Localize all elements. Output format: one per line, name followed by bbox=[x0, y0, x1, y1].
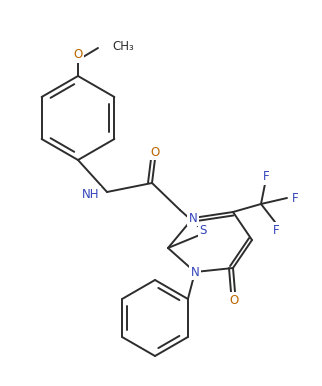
Text: O: O bbox=[73, 49, 83, 61]
Text: F: F bbox=[273, 223, 279, 237]
Text: N: N bbox=[189, 212, 197, 225]
Text: N: N bbox=[191, 266, 199, 279]
Text: CH₃: CH₃ bbox=[112, 41, 134, 54]
Text: NH: NH bbox=[81, 188, 99, 200]
Text: O: O bbox=[150, 146, 160, 159]
Text: S: S bbox=[199, 223, 207, 237]
Text: O: O bbox=[229, 293, 239, 306]
Text: F: F bbox=[292, 191, 298, 205]
Text: F: F bbox=[263, 171, 269, 183]
